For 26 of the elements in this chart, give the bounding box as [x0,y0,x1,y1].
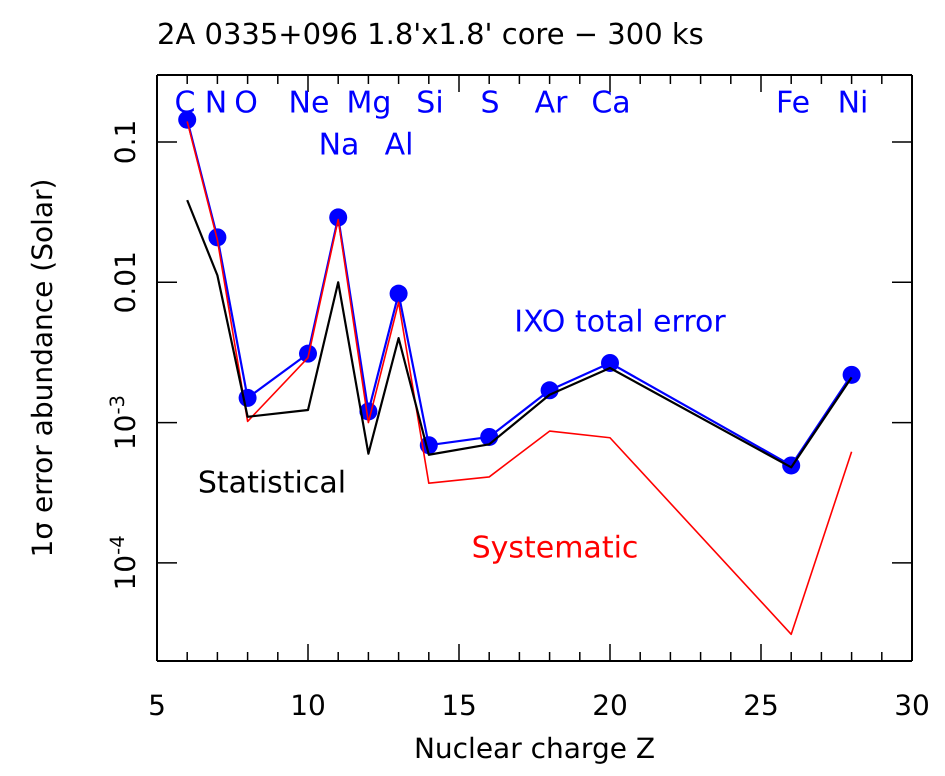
annotation: Al [384,128,414,162]
x-tick-label: 25 [743,688,779,722]
x-tick-label: 20 [592,688,628,722]
annotation: Fe [776,86,810,120]
y-tick-label: 0.1 [109,120,142,164]
y-tick-label: 0.01 [109,251,142,314]
annotation: Ne [288,86,330,120]
x-tick-label: 30 [894,688,930,722]
y-axis-title: 1σ error abundance (Solar) [26,178,59,558]
annotation: O [234,86,258,120]
annotation: S [480,86,500,120]
x-tick-label: 10 [290,688,326,722]
x-tick-label: 5 [148,688,166,722]
x-axis-title: Nuclear charge Z [414,732,656,765]
annotation: Na [318,128,360,162]
series-label: Statistical [198,466,346,500]
annotation: Ca [591,86,631,120]
series-label: Systematic [472,530,638,566]
chart-title: 2A 0335+096 1.8'x1.8' core − 300 ks [157,17,704,51]
annotation: Mg [346,86,392,120]
annotation: Ar [534,86,568,120]
annotation: N [204,86,228,120]
annotation: Si [416,86,444,120]
annotation: Ni [838,86,868,120]
x-tick-label: 15 [441,688,477,722]
series-label: IXO total error [514,304,726,340]
